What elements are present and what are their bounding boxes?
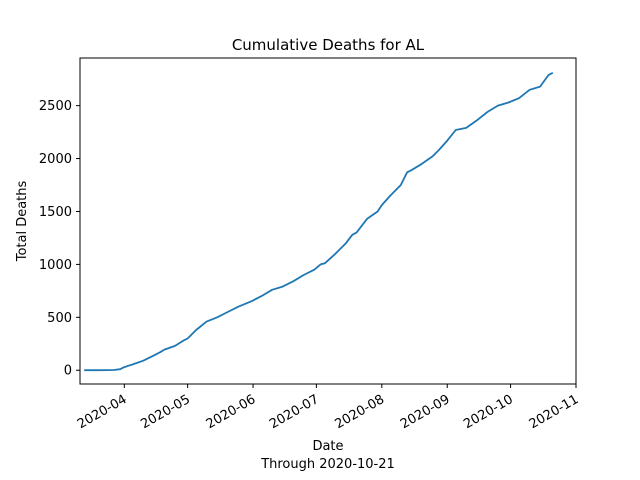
chart-title: Cumulative Deaths for AL	[232, 36, 425, 54]
y-tick-label: 2000	[39, 152, 72, 167]
x-axis-label: Date	[312, 439, 343, 454]
x-tick-label: 2020-08	[333, 392, 388, 432]
y-tick-label: 500	[47, 311, 72, 326]
x-axis-sublabel: Through 2020-10-21	[260, 457, 395, 472]
y-tick-label: 1000	[39, 258, 72, 273]
x-axis: 2020-04 2020-05 2020-06 2020-07 2020-08 2020-…	[75, 384, 581, 432]
x-tick-label: 2020-09	[398, 392, 453, 432]
x-tick-label: 2020-05	[138, 392, 193, 432]
y-axis: 0 500 1000 1500 2000 2500	[39, 99, 80, 379]
x-tick-label: 2020-10	[461, 392, 516, 432]
plot-area-frame	[79, 57, 577, 385]
y-tick-label: 2500	[39, 99, 72, 114]
y-axis-label: Total Deaths	[15, 180, 30, 262]
series-layer	[84, 71, 554, 372]
x-tick-label: 2020-11	[527, 392, 582, 432]
x-tick-label: 2020-04	[75, 392, 130, 432]
series-line	[84, 71, 554, 372]
x-tick-label: 2020-06	[204, 392, 259, 432]
y-tick-label: 0	[64, 364, 72, 379]
y-tick-label: 1500	[39, 205, 72, 220]
x-tick-label: 2020-07	[267, 392, 322, 432]
